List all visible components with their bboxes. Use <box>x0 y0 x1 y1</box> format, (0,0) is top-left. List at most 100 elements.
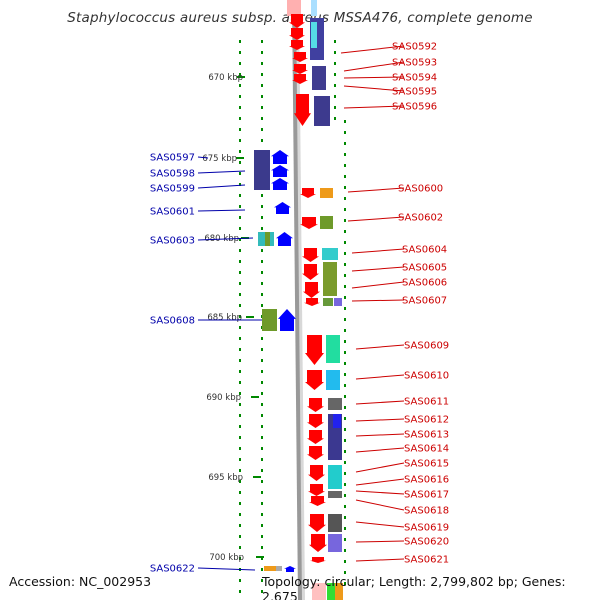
tick-dots-left-dot <box>239 579 241 582</box>
forward-gene-label: SAS0614 <box>404 444 449 455</box>
tick-dots-inner-left-dot <box>261 51 263 54</box>
tick-dots-inner-right <box>334 40 336 120</box>
gene-label-connector <box>197 170 246 174</box>
tick-dots-left-dot <box>239 150 241 153</box>
tick-dots-inner-right-dot <box>334 106 336 109</box>
tick-dots-right-dot <box>344 582 346 585</box>
forward-gene-label: SAS0618 <box>404 506 449 517</box>
tick-dots-right-dot <box>344 351 346 354</box>
tick-dots-right-dot <box>344 285 346 288</box>
kbp-tick-label: 675 kbp <box>202 154 237 164</box>
tick-dots-right-dot <box>344 505 346 508</box>
forward-gene-label: SAS0610 <box>404 371 449 382</box>
tick-dots-right <box>344 120 346 585</box>
tick-dots-right-dot <box>344 142 346 145</box>
gene-label-connector <box>351 281 405 289</box>
forward-gene-label: SAS0612 <box>404 415 449 426</box>
feature-box-cyan <box>322 248 338 260</box>
gene-label-connector <box>355 418 405 422</box>
tick-dots-inner-left-dot <box>261 205 263 208</box>
tick-dots-left-dot <box>239 546 241 549</box>
forward-gene-arrow <box>305 370 324 390</box>
reverse-gene-arrow <box>274 202 291 214</box>
tick-dots-inner-left-dot <box>261 84 263 87</box>
reverse-gene-label: SAS0603 <box>150 236 195 247</box>
tick-dots-left-dot <box>239 271 241 274</box>
reverse-gene-arrow <box>271 150 289 164</box>
tick-dots-inner-left-dot <box>261 260 263 263</box>
forward-gene-label: SAS0602 <box>398 213 443 224</box>
tick-dots-left-dot <box>239 84 241 87</box>
forward-gene-arrow <box>289 40 305 50</box>
reverse-gene-label: SAS0622 <box>150 564 195 575</box>
tick-dots-left-dot <box>239 502 241 505</box>
tick-dots-left-dot <box>239 40 241 43</box>
feature-box-grey <box>328 514 342 532</box>
tick-dots-left-dot <box>239 513 241 516</box>
gene-label-connector <box>347 187 405 193</box>
reverse-gene-arrow <box>284 566 296 572</box>
tick-dots-left-dot <box>239 359 241 362</box>
forward-gene-label: SAS0616 <box>404 475 449 486</box>
tick-dots-inner-left-dot <box>261 282 263 285</box>
forward-gene-arrow <box>309 496 326 506</box>
reverse-gene-arrow <box>278 309 296 331</box>
gene-label-connector <box>355 433 405 437</box>
gene-label-connector <box>340 45 405 54</box>
tick-dots-right-dot <box>344 549 346 552</box>
gene-label-connector <box>355 478 405 486</box>
tick-dots-right-dot <box>344 153 346 156</box>
tick-dots-inner-left-dot <box>261 590 263 593</box>
tick-dots-right-dot <box>344 175 346 178</box>
forward-gene-label: SAS0592 <box>392 42 437 53</box>
gene-label-connector <box>355 499 405 511</box>
tick-dots-left-dot <box>239 403 241 406</box>
forward-gene-label: SAS0621 <box>404 555 449 566</box>
feature-box-navy <box>254 150 270 190</box>
tick-dots-left-dot <box>239 337 241 340</box>
tick-dots-left-dot <box>239 117 241 120</box>
tick-dots-inner-right-dot <box>334 95 336 98</box>
tick-dots-right-dot <box>344 329 346 332</box>
forward-gene-label: SAS0613 <box>404 430 449 441</box>
tick-dots-right-dot <box>344 186 346 189</box>
gene-label-connector <box>355 374 405 380</box>
tick-dots-right-dot <box>344 131 346 134</box>
tick-dots-left-dot <box>239 62 241 65</box>
forward-gene-arrow <box>292 74 308 84</box>
tick-dots-right-dot <box>344 219 346 222</box>
strip-top-red <box>287 0 301 16</box>
forward-gene-arrow <box>307 446 324 460</box>
tick-dots-left-dot <box>239 249 241 252</box>
accession-label: Accession: NC_002953 <box>9 574 152 589</box>
feature-box-orange <box>264 566 276 571</box>
tick-dots-right-dot <box>344 197 346 200</box>
tick-dots-inner-right-dot <box>334 84 336 87</box>
feature-box-green <box>327 583 335 600</box>
tick-dots-left-dot <box>239 469 241 472</box>
gene-label-connector <box>347 216 405 222</box>
tick-dots-inner-left-dot <box>261 117 263 120</box>
forward-gene-label: SAS0615 <box>404 459 449 470</box>
kbp-tick-mark <box>251 396 259 398</box>
tick-dots-inner-left-dot <box>261 403 263 406</box>
tick-dots-inner-left-dot <box>261 513 263 516</box>
kbp-tick-label: 700 kbp <box>209 553 244 563</box>
feature-box-olive <box>265 232 270 246</box>
forward-gene-label: SAS0620 <box>404 537 449 548</box>
forward-gene-arrow <box>308 514 326 532</box>
forward-gene-label: SAS0593 <box>392 58 437 69</box>
tick-dots-inner-left-dot <box>261 557 263 560</box>
tick-dots-right-dot <box>344 571 346 574</box>
feature-box-olive <box>323 298 333 306</box>
tick-dots-left-dot <box>239 304 241 307</box>
forward-gene-arrow <box>307 398 324 412</box>
tick-dots-left-dot <box>239 557 241 560</box>
gene-label-connector <box>351 248 405 254</box>
tick-dots-inner-right-dot <box>334 117 336 120</box>
backbone-shadow <box>295 0 305 600</box>
tick-dots-inner-left-dot <box>261 73 263 76</box>
kbp-tick-label: 690 kbp <box>206 393 241 403</box>
gene-label-connector <box>355 558 405 562</box>
